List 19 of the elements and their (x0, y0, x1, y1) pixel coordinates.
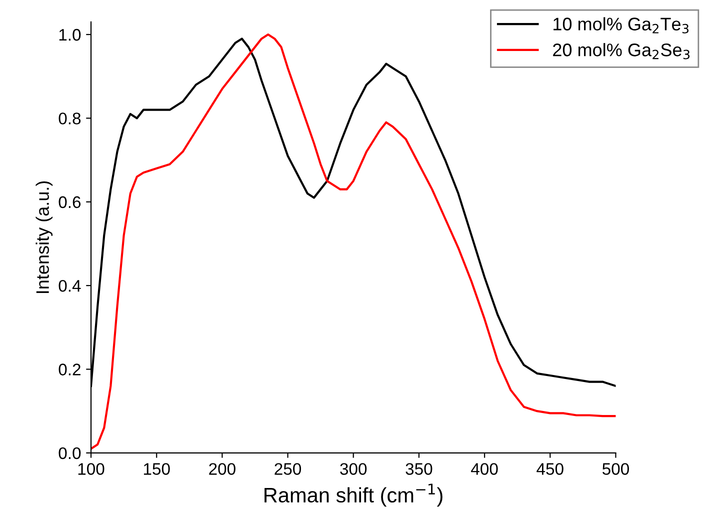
legend-label: 20 mol% Ga$_{2}$Se$_{3}$ (553, 43, 690, 60)
y-tick-label: 0.0 (58, 447, 81, 460)
x-tick-label: 100 (78, 463, 104, 475)
x-tick-label: 250 (274, 463, 302, 475)
x-tick-label: 450 (536, 463, 564, 475)
y-tick-label: 0.4 (58, 280, 81, 292)
y-tick-label: 0.6 (58, 196, 81, 208)
x-tick-label: 400 (471, 463, 498, 475)
x-tick-label: 150 (144, 463, 170, 475)
x-tick-label: 500 (602, 463, 629, 475)
y-axis-title: Intensity (a.u.) (36, 181, 53, 293)
x-tick-label: 300 (340, 463, 367, 475)
y-tick-label: 0.2 (58, 364, 80, 376)
x-tick-label: 200 (209, 463, 236, 475)
y-tick-label: 0.8 (58, 112, 81, 124)
x-axis-title: Raman shift (cm$^{−1}$) (264, 484, 442, 507)
y-tick-label: 1.0 (59, 28, 81, 41)
x-tick-label: 350 (406, 463, 432, 475)
legend-label: 10 mol% Ga$_{2}$Te$_{3}$ (554, 17, 688, 34)
